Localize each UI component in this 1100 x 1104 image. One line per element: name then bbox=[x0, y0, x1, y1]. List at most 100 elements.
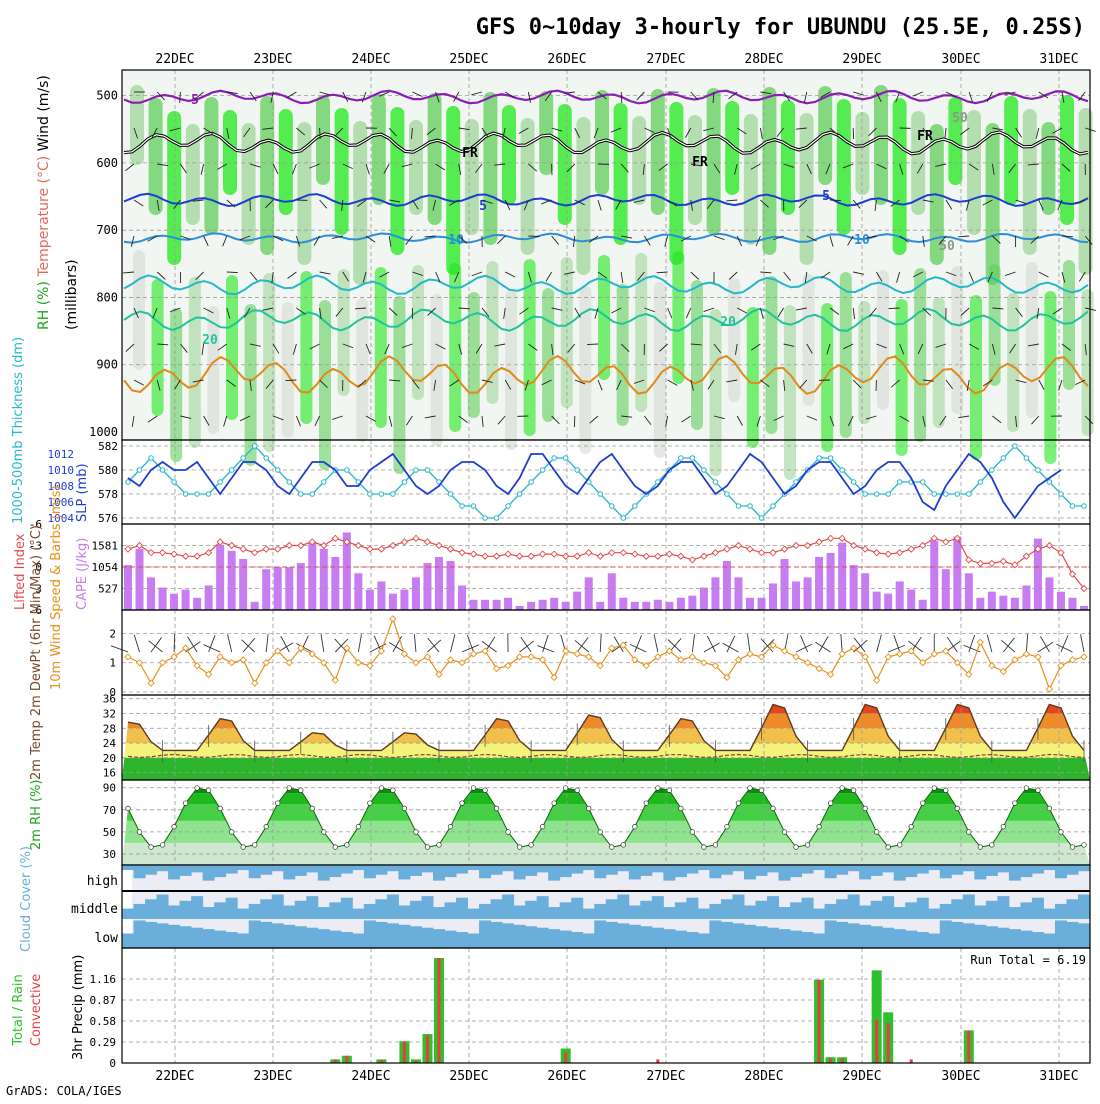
cloud-high-cell bbox=[813, 865, 825, 870]
wind-speed-point bbox=[1069, 657, 1075, 663]
wind-barb bbox=[830, 200, 841, 201]
wind-speed-point bbox=[689, 654, 695, 660]
rh-point bbox=[667, 788, 672, 793]
cloud-middle-cell bbox=[698, 909, 710, 919]
rh-point bbox=[805, 843, 810, 848]
rh-point bbox=[563, 786, 568, 791]
cape-ylabel: CAPE (J/kg) bbox=[75, 538, 90, 610]
cloud-low-cell bbox=[548, 929, 560, 948]
wind-barb-10m bbox=[1026, 634, 1027, 652]
thickness-point bbox=[702, 468, 707, 473]
cloud-high-cell bbox=[421, 865, 433, 872]
cloud-low-cell bbox=[686, 932, 698, 948]
wind-label: 10m Wind Speed & Barbs (m/s) bbox=[49, 485, 64, 690]
cloud-middle-cell bbox=[663, 907, 675, 919]
cape-tick: 527 bbox=[98, 583, 118, 596]
temp-label: 2m Temp 2m DewPt (6hr Min/Max) (°C) bbox=[29, 525, 44, 780]
thickness-point bbox=[1036, 468, 1041, 473]
cloud-low-cell bbox=[963, 923, 975, 948]
cloud-high-cell bbox=[191, 865, 203, 872]
cloud-middle-cell bbox=[974, 905, 986, 919]
cloud-low-cell bbox=[352, 934, 364, 949]
pressure-tick: 600 bbox=[96, 156, 118, 170]
cloud-low-cell bbox=[525, 926, 537, 948]
cloud-row-label: low bbox=[95, 931, 119, 946]
cloud-low-cell bbox=[779, 929, 791, 948]
cloud-middle-cell bbox=[571, 898, 583, 919]
upper-air-label-wind: Wind (m/s) bbox=[36, 75, 52, 156]
slp-ylabel: 1000-500mb Thickness (dm) bbox=[11, 337, 26, 524]
rh-point bbox=[840, 786, 845, 791]
thickness-point bbox=[483, 516, 488, 521]
cape-bar bbox=[919, 600, 927, 610]
rh-point bbox=[782, 830, 787, 835]
thickness-point bbox=[840, 468, 845, 473]
cloud-middle-cell bbox=[629, 905, 641, 919]
cloud-low-cell bbox=[491, 922, 503, 948]
day-label-top: 27DEC bbox=[646, 52, 685, 67]
cloud-low-cell bbox=[1078, 923, 1090, 948]
cape-tick: 1581 bbox=[92, 540, 119, 553]
day-label-bottom: 22DEC bbox=[155, 1069, 194, 1084]
cloud-middle-cell bbox=[1020, 902, 1032, 919]
rh-region bbox=[483, 92, 497, 245]
wind-barb bbox=[587, 344, 598, 345]
cloud-middle-cell bbox=[859, 905, 871, 919]
cloud-middle-cell bbox=[779, 907, 791, 919]
cape-label: CAPE (J/kg) bbox=[75, 538, 90, 610]
rh-region bbox=[914, 268, 926, 442]
cloud-low-cell bbox=[698, 934, 710, 949]
wind-ylabel: 10m Wind Speed & Barbs (m/s) bbox=[49, 485, 64, 690]
wind-barb-10m bbox=[537, 646, 554, 652]
cloud-high-cell bbox=[836, 865, 848, 875]
cape-bar bbox=[942, 569, 950, 610]
rh-point bbox=[713, 843, 718, 848]
lifted-index-point bbox=[367, 546, 373, 552]
wind-speed-point bbox=[701, 660, 707, 666]
rh-point bbox=[275, 801, 280, 806]
cloud-middle-cell bbox=[652, 896, 664, 919]
rh-point bbox=[978, 845, 983, 850]
cloud-high-cell bbox=[1009, 865, 1021, 881]
cape-bar bbox=[619, 598, 627, 610]
wind-speed-point bbox=[137, 660, 143, 666]
wind-speed-point bbox=[1046, 686, 1052, 692]
cloud-high-cell bbox=[283, 865, 295, 879]
lifted-index-point bbox=[874, 550, 880, 556]
cape-bar bbox=[182, 590, 190, 610]
temp-band bbox=[122, 713, 1090, 728]
rh-point bbox=[356, 824, 361, 829]
thickness-point bbox=[287, 480, 292, 485]
cloud-low-cell bbox=[790, 931, 802, 948]
thickness-point bbox=[379, 492, 384, 497]
lifted-index-point bbox=[563, 553, 569, 559]
cloud-low-cell bbox=[306, 928, 318, 948]
cloud-low-cell bbox=[928, 934, 940, 949]
lifted-index-point bbox=[517, 553, 523, 559]
cloud-middle-cell bbox=[260, 899, 272, 919]
rh-region bbox=[951, 266, 963, 414]
wind-barb-10m bbox=[451, 635, 455, 652]
upper-air-label-text: RH (%) Temperature (°C) Wind (m/s) bbox=[36, 75, 52, 330]
wind-barb-10m bbox=[134, 635, 139, 652]
cape-bar bbox=[608, 573, 616, 610]
wind-speed-point bbox=[160, 660, 166, 666]
rh-point bbox=[679, 806, 684, 811]
lifted-index-point bbox=[966, 557, 972, 563]
rh-point bbox=[1001, 824, 1006, 829]
thickness-point bbox=[391, 492, 396, 497]
rh-region bbox=[707, 88, 721, 235]
rh-point bbox=[391, 788, 396, 793]
thickness-point bbox=[218, 480, 223, 485]
cloud-middle-cell bbox=[134, 904, 146, 919]
cloud-middle-cell bbox=[364, 904, 376, 919]
rh-region bbox=[170, 308, 182, 462]
lifted-index-point bbox=[851, 543, 857, 549]
wind-barb-10m bbox=[796, 644, 812, 652]
wind-barb-10m bbox=[877, 635, 882, 652]
cloud-high-cell bbox=[917, 865, 929, 874]
rh-point bbox=[333, 845, 338, 850]
rh-point bbox=[932, 786, 937, 791]
cloud-middle-cell bbox=[583, 909, 595, 919]
lifted-index-point bbox=[758, 550, 764, 556]
